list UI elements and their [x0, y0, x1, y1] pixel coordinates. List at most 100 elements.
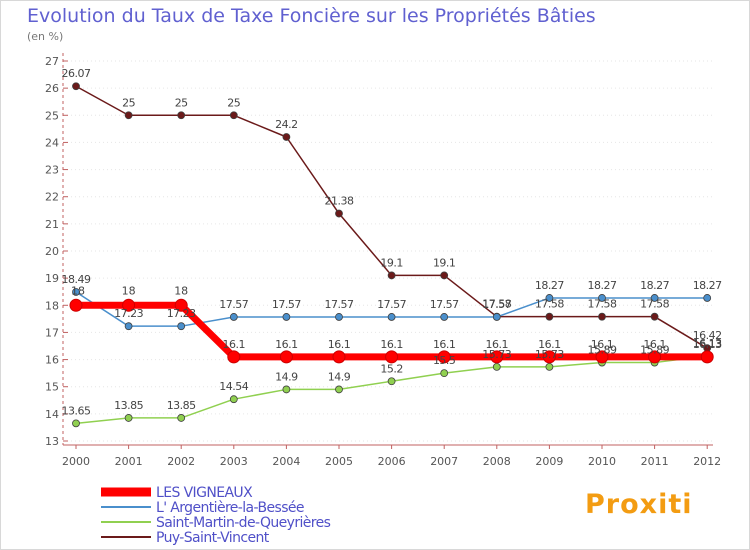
- y-tick-label: 22: [45, 191, 59, 204]
- data-label: 16.1: [380, 338, 403, 351]
- data-point: [122, 298, 136, 312]
- y-tick-label: 16: [45, 354, 59, 367]
- x-tick-label: 2002: [167, 455, 195, 468]
- data-label: 18.27: [640, 279, 669, 292]
- y-tick-label: 19: [45, 272, 59, 285]
- x-tick-label: 2007: [430, 455, 458, 468]
- data-point: [72, 419, 80, 428]
- data-point: [282, 133, 291, 141]
- data-label: 25: [227, 96, 240, 109]
- y-tick-label: 14: [45, 408, 59, 421]
- data-label: 17.57: [430, 298, 459, 311]
- data-point: [598, 294, 606, 302]
- y-tick-label: 20: [45, 245, 59, 258]
- x-tick-label: 2005: [325, 455, 353, 468]
- data-point: [332, 350, 346, 364]
- y-tick-label: 17: [45, 326, 59, 339]
- data-point: [545, 312, 554, 321]
- data-label: 17.58: [535, 298, 564, 311]
- data-label: 15.73: [482, 348, 511, 361]
- data-label: 16.1: [643, 338, 666, 351]
- data-label: 15.89: [640, 344, 669, 357]
- data-point: [72, 288, 80, 296]
- data-label: 14.54: [219, 380, 248, 393]
- data-label: 15.2: [380, 362, 403, 375]
- data-label: 15.73: [535, 348, 564, 361]
- data-point: [229, 313, 238, 321]
- data-label: 13.85: [167, 399, 196, 412]
- data-point: [174, 298, 188, 312]
- data-label: 16.1: [591, 338, 614, 351]
- x-tick-label: 2001: [115, 455, 143, 468]
- x-tick-label: 2011: [641, 455, 669, 468]
- legend-label: Puy-Saint-Vincent: [156, 530, 270, 546]
- data-point: [650, 294, 659, 302]
- data-point: [227, 350, 241, 364]
- y-tick-label: 24: [45, 136, 59, 149]
- data-label: 26.07: [62, 67, 91, 80]
- y-tick-label: 21: [45, 218, 59, 231]
- x-tick-label: 2009: [535, 455, 563, 468]
- data-label: 16.1: [486, 338, 509, 351]
- data-point: [387, 377, 396, 386]
- data-label: 19.1: [380, 256, 403, 269]
- data-point: [650, 312, 659, 321]
- data-label: 18.27: [588, 279, 617, 292]
- data-point: [595, 350, 609, 364]
- data-point: [69, 298, 83, 312]
- chart-unit-label: (en %): [27, 30, 64, 43]
- y-tick-label: 15: [45, 381, 59, 394]
- data-point: [72, 82, 80, 91]
- data-label: 17.58: [588, 298, 617, 311]
- y-tick-label: 26: [45, 82, 59, 95]
- y-tick-label: 23: [45, 164, 59, 177]
- data-point: [177, 111, 186, 120]
- data-point: [437, 350, 451, 364]
- x-tick-label: 2004: [272, 455, 300, 468]
- data-point: [282, 313, 291, 321]
- y-tick-label: 13: [45, 435, 59, 448]
- data-label: 17.23: [114, 307, 143, 320]
- data-label: 18: [122, 284, 136, 297]
- data-point: [545, 294, 554, 302]
- data-label: 17.58: [640, 298, 669, 311]
- legend-label: Saint-Martin-de-Queyrières: [156, 515, 331, 531]
- proxiti-logo: Proxiti: [585, 489, 693, 520]
- data-point: [492, 362, 501, 371]
- y-tick-label: 27: [45, 55, 59, 68]
- data-label: 16.1: [223, 338, 246, 351]
- data-label: 16.42: [693, 329, 722, 342]
- data-label: 16.1: [275, 338, 298, 351]
- x-tick-label: 2012: [693, 455, 721, 468]
- data-point: [545, 362, 554, 371]
- data-label: 25: [175, 96, 188, 109]
- data-point: [177, 322, 186, 331]
- x-tick-label: 2000: [62, 455, 90, 468]
- data-label: 14.9: [275, 370, 298, 383]
- data-point: [387, 271, 396, 280]
- data-label: 19.1: [433, 256, 456, 269]
- data-point: [492, 313, 501, 321]
- data-label: 18: [174, 284, 188, 297]
- data-label: 16.1: [433, 338, 456, 351]
- data-label: 16.1: [538, 338, 561, 351]
- data-point: [700, 350, 714, 364]
- data-label: 13.65: [62, 404, 91, 417]
- x-tick-label: 2010: [588, 455, 616, 468]
- data-point: [335, 209, 343, 218]
- y-tick-label: 25: [45, 109, 59, 122]
- chart-title: Evolution du Taux de Taxe Foncière sur l…: [27, 5, 596, 27]
- legend-label: L' Argentière-la-Bessée: [156, 500, 304, 516]
- data-point: [279, 350, 293, 364]
- data-point: [440, 271, 449, 280]
- data-label: 13.85: [114, 399, 143, 412]
- data-label: 17.57: [325, 298, 354, 311]
- data-point: [229, 395, 238, 404]
- data-label: 17.57: [482, 298, 511, 311]
- data-label: 18.49: [62, 273, 91, 286]
- data-point: [124, 414, 133, 422]
- data-label: 25: [122, 96, 135, 109]
- data-point: [598, 312, 606, 321]
